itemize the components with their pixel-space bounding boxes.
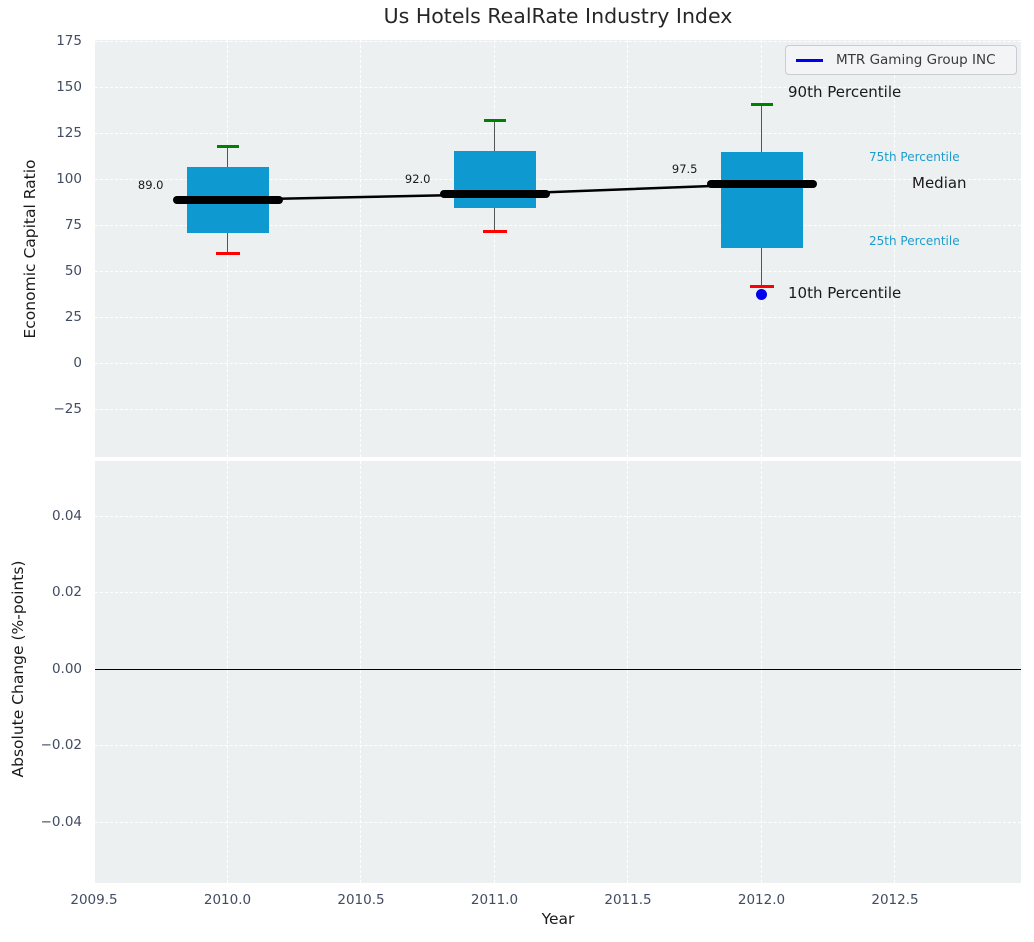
company-point (756, 289, 767, 301)
y-tick-label-top: −25 (53, 400, 83, 417)
y-tick-label-top: 0 (73, 354, 82, 371)
annotation-75th-percentile: 75th Percentile (869, 150, 960, 164)
gridline-horizontal (95, 821, 1021, 823)
y-tick-label-top: 25 (64, 308, 82, 325)
top-axes: 89.0 92.0 97.5 (95, 40, 1021, 457)
gridline-horizontal (95, 362, 1021, 364)
y-tick-label-bottom: 0.04 (51, 507, 82, 524)
p10-cap-2011 (482, 229, 507, 233)
x-tick-label: 2012.0 (737, 892, 786, 908)
y-tick-label-bottom: 0.00 (51, 660, 82, 677)
gridline-vertical (760, 461, 762, 883)
p90-cap-2012 (750, 102, 773, 106)
gridline-horizontal (95, 745, 1021, 746)
annotation-10th-percentile: 10th Percentile (788, 284, 902, 302)
gridline-horizontal (95, 132, 1021, 134)
gridline-vertical (627, 40, 628, 457)
p10-cap-2010 (215, 251, 240, 255)
y-tick-label-top: 100 (56, 170, 82, 187)
y-tick-label-top: 175 (56, 32, 82, 49)
y-tick-label-top: 50 (64, 262, 82, 279)
gridline-horizontal (95, 592, 1021, 593)
gridline-vertical (627, 461, 628, 883)
box-2011 (453, 150, 536, 209)
y-tick-label-top: 125 (56, 124, 82, 141)
x-tick-label: 2011.0 (470, 892, 519, 908)
gridline-vertical (360, 40, 361, 457)
gridline-vertical (894, 461, 895, 883)
gridline-horizontal (95, 270, 1021, 272)
gridline-horizontal (95, 178, 1021, 180)
gridline-horizontal (95, 224, 1021, 226)
x-tick-label: 2011.5 (604, 892, 652, 908)
median-bar-2011 (439, 190, 550, 199)
p10-cap-2012 (749, 284, 774, 288)
bottom-axes (95, 461, 1021, 883)
chart-title: Us Hotels RealRate Industry Index (383, 4, 733, 28)
gridline-horizontal (95, 86, 1021, 88)
gridline-horizontal (95, 515, 1021, 517)
x-tick-label: 2009.5 (70, 892, 118, 908)
box-2012 (720, 151, 803, 248)
annotation-25th-percentile: 25th Percentile (869, 234, 960, 248)
median-value-label-2010: 89.0 (137, 177, 164, 192)
gridline-vertical (894, 40, 895, 457)
p90-cap-2010 (216, 144, 239, 148)
gridline-vertical (493, 40, 495, 457)
x-tick-label: 2012.5 (871, 892, 919, 908)
gridline-horizontal (95, 316, 1021, 318)
gridline-vertical (360, 461, 361, 883)
median-bar-2010 (172, 195, 283, 204)
median-trend-line (227, 182, 762, 202)
y-tick-label-top: 150 (56, 78, 82, 95)
gridline-horizontal (95, 408, 1021, 410)
annotation-90th-percentile: 90th Percentile (788, 83, 902, 101)
gridline-horizontal (95, 40, 1021, 42)
x-axis-label: Year (541, 910, 575, 928)
y-tick-label-bottom: −0.04 (40, 813, 82, 830)
y-tick-label-top: 75 (64, 216, 82, 233)
median-bar-2012 (706, 180, 817, 189)
y-tick-label-bottom: −0.02 (40, 737, 82, 753)
x-tick-label: 2010.0 (203, 892, 252, 908)
legend-line-swatch (796, 58, 823, 62)
zero-line (95, 668, 1021, 671)
legend-label: MTR Gaming Group INC (836, 52, 996, 68)
legend: MTR Gaming Group INC (785, 45, 1017, 75)
annotation-median: Median (912, 174, 967, 192)
y-tick-label-bottom: 0.02 (51, 584, 82, 600)
gridline-vertical (493, 461, 495, 883)
p90-cap-2011 (483, 119, 506, 123)
gridline-vertical (226, 461, 228, 883)
x-tick-label: 2010.5 (337, 892, 385, 908)
median-value-label-2012: 97.5 (671, 162, 698, 177)
median-value-label-2011: 92.0 (404, 172, 431, 187)
